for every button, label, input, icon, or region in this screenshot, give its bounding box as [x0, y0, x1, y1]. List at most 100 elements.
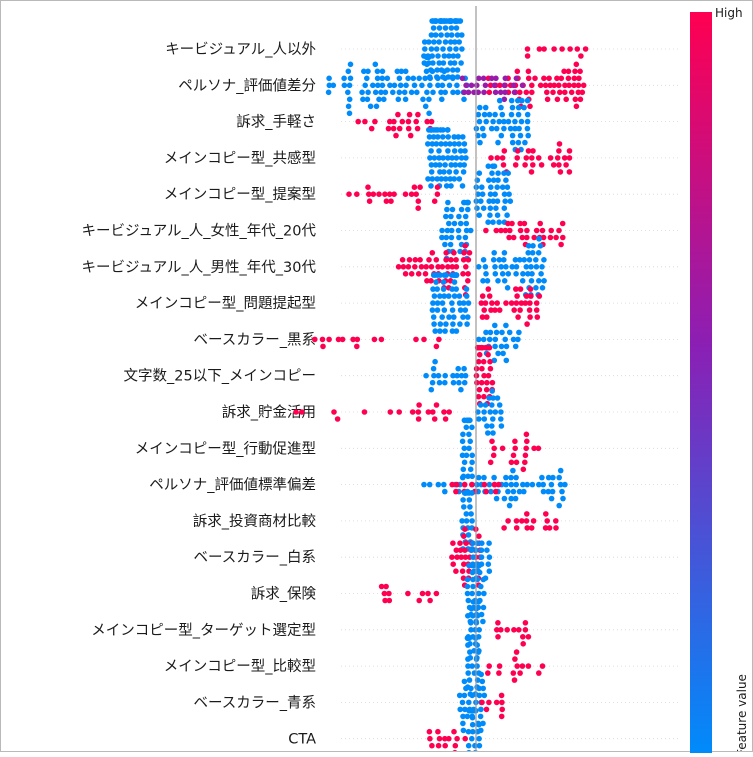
data-point	[465, 597, 472, 604]
data-point	[565, 68, 572, 75]
data-point	[449, 155, 455, 161]
data-point	[417, 184, 423, 190]
data-point	[460, 497, 466, 503]
data-point	[524, 227, 530, 234]
data-point	[501, 191, 508, 197]
data-point	[477, 402, 484, 408]
data-point	[553, 525, 559, 531]
data-point	[420, 96, 426, 103]
data-point	[444, 227, 451, 234]
data-point	[480, 205, 487, 211]
data-point	[492, 322, 498, 329]
data-point	[522, 459, 528, 466]
data-point	[496, 402, 503, 408]
data-point	[474, 82, 480, 89]
data-point	[481, 393, 487, 400]
data-point	[550, 162, 557, 168]
data-point	[524, 481, 530, 488]
data-point	[345, 89, 351, 96]
data-point	[490, 257, 497, 263]
data-point	[465, 278, 471, 284]
data-point	[457, 148, 464, 154]
data-point	[513, 264, 520, 270]
data-point	[566, 82, 572, 89]
data-point	[396, 75, 403, 82]
feature-label: ペルソナ_評価値標準偏差	[149, 477, 316, 494]
data-point	[543, 511, 549, 517]
data-point	[478, 379, 485, 386]
data-point	[442, 488, 448, 495]
data-point	[520, 271, 526, 277]
data-point	[453, 46, 459, 52]
data-point	[463, 227, 470, 234]
data-point	[533, 227, 540, 234]
data-point	[486, 663, 493, 669]
data-point	[450, 379, 457, 386]
data-point	[497, 89, 504, 96]
data-point	[415, 409, 422, 415]
data-point	[435, 82, 441, 89]
data-point	[440, 127, 446, 133]
data-point	[445, 127, 451, 133]
data-point	[498, 627, 504, 633]
data-point	[439, 227, 445, 234]
data-point	[481, 474, 487, 481]
data-point	[468, 620, 474, 626]
data-point	[501, 96, 508, 103]
data-point	[387, 409, 394, 415]
data-point	[513, 481, 519, 488]
data-point	[346, 110, 353, 117]
data-point	[465, 89, 472, 96]
data-point	[466, 677, 473, 683]
data-point	[489, 300, 495, 306]
data-point	[461, 89, 468, 96]
colorbar-high-label: High	[715, 6, 743, 20]
data-point	[492, 111, 498, 118]
data-point	[522, 452, 529, 459]
data-point	[530, 243, 536, 249]
data-point	[456, 300, 463, 306]
data-point	[366, 191, 372, 197]
data-point	[486, 395, 492, 401]
data-point	[441, 481, 447, 488]
data-point	[461, 678, 468, 685]
data-point	[433, 279, 439, 285]
data-point	[451, 314, 457, 320]
data-point	[450, 321, 456, 327]
data-point	[449, 206, 456, 213]
data-point	[448, 213, 454, 220]
data-point	[391, 118, 397, 125]
data-point	[468, 490, 475, 496]
data-point	[487, 329, 494, 336]
data-point	[436, 148, 442, 154]
data-point	[550, 474, 556, 481]
data-point	[341, 82, 348, 89]
data-point	[445, 134, 452, 140]
data-point	[481, 111, 488, 118]
data-point	[433, 257, 440, 263]
data-point	[512, 257, 519, 263]
data-point	[547, 155, 554, 161]
data-point	[558, 75, 565, 82]
data-point	[510, 488, 517, 495]
data-point	[497, 82, 503, 89]
data-point	[405, 264, 412, 270]
data-point	[461, 459, 468, 466]
data-point	[529, 271, 535, 277]
data-point	[442, 89, 449, 96]
data-point	[483, 488, 490, 495]
data-point	[501, 170, 507, 176]
data-point	[406, 111, 413, 118]
data-point	[416, 75, 423, 82]
feature-labels: キービジュアル_人以外ペルソナ_評価値差分訴求_手軽さメインコピー型_共感型メイ…	[82, 41, 317, 748]
data-point	[459, 699, 466, 706]
data-point	[469, 452, 476, 459]
data-point	[465, 271, 471, 277]
data-point	[498, 713, 505, 720]
data-point	[461, 141, 468, 147]
data-point	[511, 89, 518, 96]
data-point	[361, 409, 368, 415]
data-point	[494, 198, 501, 204]
data-point	[577, 68, 583, 75]
data-point	[454, 32, 461, 38]
